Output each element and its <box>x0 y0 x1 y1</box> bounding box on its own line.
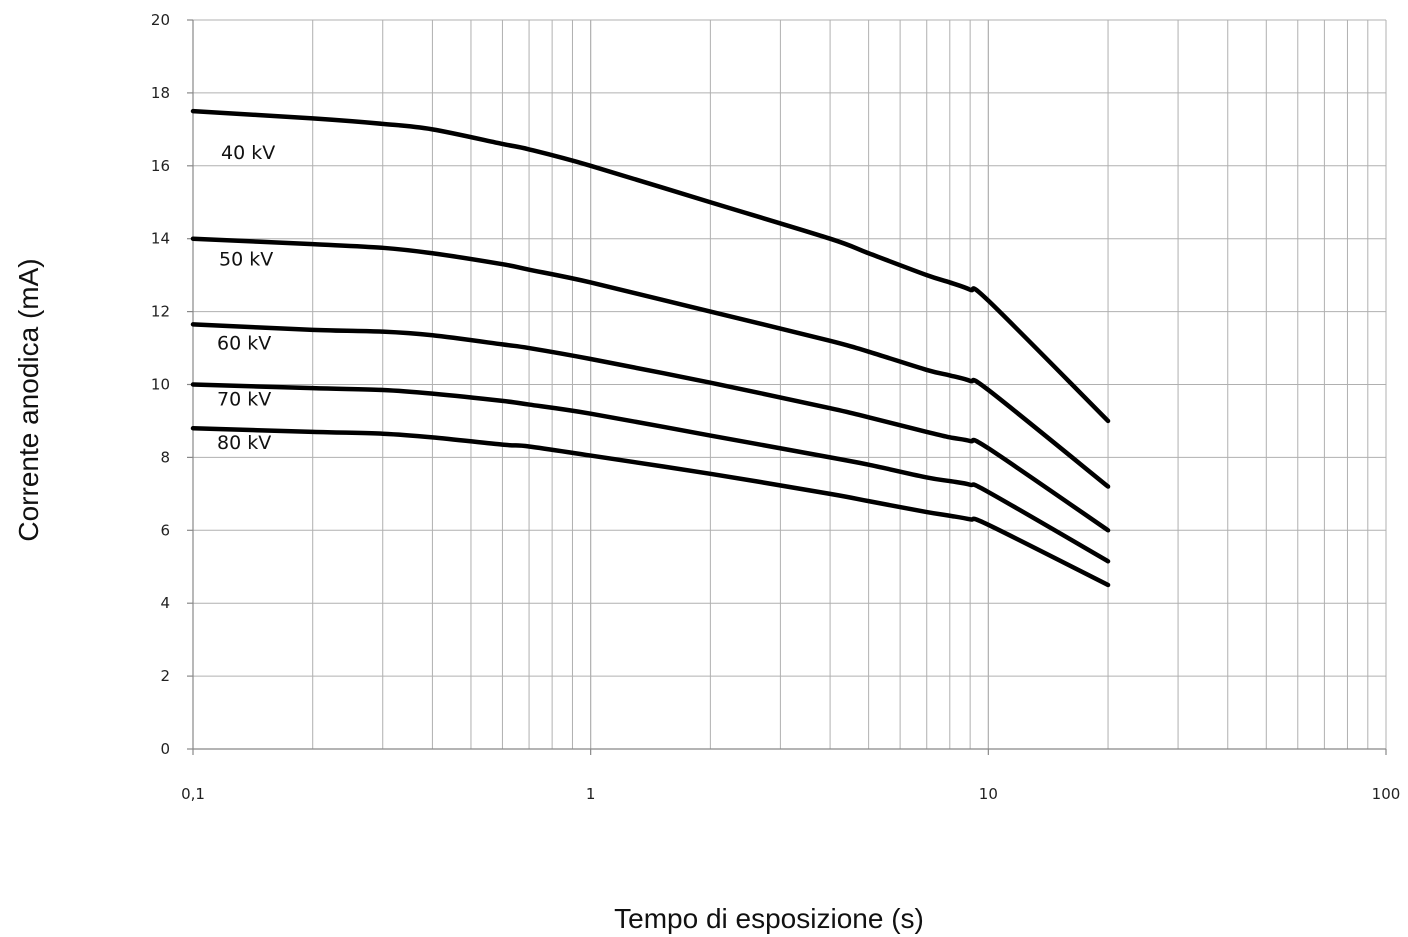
x-axis-title: Tempo di esposizione (s) <box>614 903 924 934</box>
series-label-70-kv: 70 kV <box>217 389 271 411</box>
series-labels: 40 kV 50 kV 60 kV 70 kV 80 kV <box>217 142 275 454</box>
y-tick-label: 8 <box>160 448 170 466</box>
grid <box>192 19 1387 750</box>
y-tick-label: 0 <box>160 740 170 758</box>
series-line-70-kv <box>190 382 1111 564</box>
tick-labels: 0 2 4 6 8 10 12 14 16 18 20 0,1 1 10 100 <box>151 11 1400 803</box>
y-tick-label: 2 <box>160 667 170 685</box>
x-tick-label: 100 <box>1372 785 1401 803</box>
x-tick-label: 10 <box>979 785 998 803</box>
y-tick-label: 4 <box>160 594 170 612</box>
y-tick-label: 20 <box>151 11 170 29</box>
series-line-60-kv <box>190 322 1111 533</box>
series-line-80-kv <box>190 425 1111 588</box>
y-tick-label: 6 <box>160 521 170 539</box>
x-tick-label: 1 <box>586 785 596 803</box>
series-label-40-kv: 40 kV <box>221 142 275 164</box>
y-tick-label: 14 <box>151 230 170 248</box>
x-tick-label: 0,1 <box>181 785 205 803</box>
series-lines <box>190 108 1111 588</box>
y-tick-label: 10 <box>151 376 170 394</box>
series-line-50-kv <box>190 236 1111 489</box>
series-line-40-kv <box>190 108 1111 424</box>
series-label-80-kv: 80 kV <box>217 432 271 454</box>
series-label-60-kv: 60 kV <box>217 332 271 354</box>
y-axis-title: Corrente anodica (mA) <box>13 258 44 541</box>
y-tick-label: 12 <box>151 303 170 321</box>
y-tick-label: 18 <box>151 84 170 102</box>
y-tick-label: 16 <box>151 157 170 175</box>
series-label-50-kv: 50 kV <box>219 249 273 271</box>
